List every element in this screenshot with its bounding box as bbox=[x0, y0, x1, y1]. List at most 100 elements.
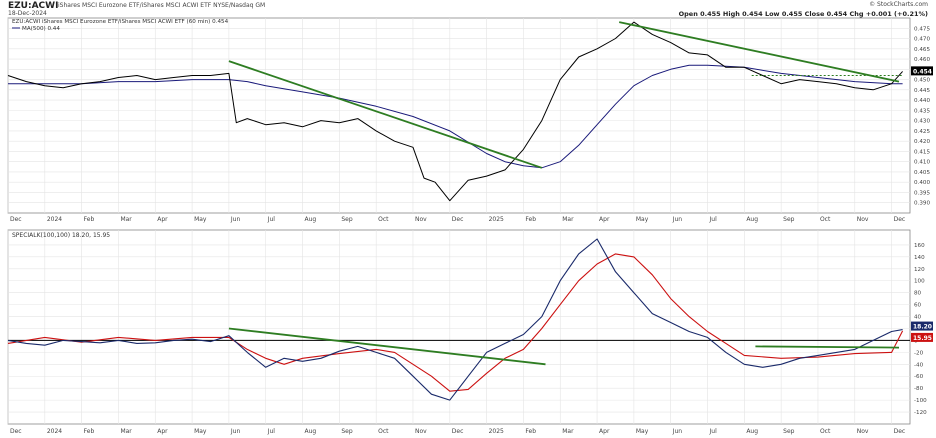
price-x-tick-label: Mar bbox=[120, 216, 132, 223]
ind-x-tick-label: Apr bbox=[599, 428, 610, 435]
price-x-tick-label: Nov bbox=[415, 216, 427, 223]
ind-x-tick-label: Aug bbox=[746, 428, 758, 435]
ma-500-line bbox=[8, 64, 903, 169]
price-y-tick-label: 0.410 bbox=[914, 160, 930, 166]
ind-x-tick-label: Aug bbox=[305, 428, 317, 435]
price-y-tick-label: 0.445 bbox=[914, 88, 930, 94]
price-x-tick-label: Oct bbox=[820, 216, 831, 223]
price-legend-ma: MA(500) 0.44 bbox=[22, 26, 60, 32]
ind-y-tick-label: 40 bbox=[914, 315, 922, 321]
price-current-label: 0.454 bbox=[913, 68, 932, 75]
price-x-tick-label: Oct bbox=[378, 216, 389, 223]
ind-x-tick-label: Sep bbox=[783, 428, 795, 435]
signal-current-label-bg bbox=[911, 332, 933, 342]
ind-y-tick-label: 120 bbox=[914, 267, 925, 273]
chart-description: iShares MSCI Eurozone ETF/iShares MSCI A… bbox=[58, 2, 266, 9]
price-x-tick-label: May bbox=[636, 216, 649, 223]
price-x-tick-label: Sep bbox=[341, 216, 353, 223]
ind-y-tick-label: 140 bbox=[914, 255, 925, 261]
price-y-tick-label: 0.470 bbox=[914, 37, 930, 43]
price-x-tick-label: Feb bbox=[84, 216, 95, 223]
chart-credit: © StockCharts.com bbox=[869, 1, 928, 8]
ind-x-tick-label: 2025 bbox=[489, 428, 504, 435]
price-trendline bbox=[228, 60, 543, 169]
ind-x-tick-label: Jul bbox=[267, 428, 276, 435]
price-x-tick-label: 2024 bbox=[47, 216, 62, 223]
price-y-tick-label: 0.440 bbox=[914, 98, 930, 104]
price-x-tick-label: Aug bbox=[305, 216, 317, 223]
ind-y-tick-label: 60 bbox=[914, 303, 922, 309]
ind-x-tick-label: Sep bbox=[341, 428, 353, 435]
price-y-tick-label: 0.415 bbox=[914, 149, 930, 155]
indicator-trendline bbox=[755, 345, 900, 349]
price-y-tick-label: 0.405 bbox=[914, 170, 930, 176]
price-x-tick-label: 2025 bbox=[489, 216, 504, 223]
ind-x-tick-label: Dec bbox=[10, 428, 22, 435]
price-y-tick-label: 0.460 bbox=[914, 57, 930, 63]
price-panel: Dec 2024 Feb Mar Apr May Jun Jul Aug Sep Oct Nov Dec… bbox=[7, 17, 933, 223]
price-x-tick-label: Nov bbox=[857, 216, 869, 223]
ind-x-tick-label: 2024 bbox=[47, 428, 62, 435]
ind-x-tick-label: Mar bbox=[120, 428, 132, 435]
ind-x-tick-label: Dec bbox=[452, 428, 464, 435]
ind-x-tick-label: Jun bbox=[672, 428, 683, 435]
price-y-tick-label: 0.400 bbox=[914, 180, 930, 186]
price-y-tick-label: 0.395 bbox=[914, 190, 930, 196]
indicator-panel: Dec 2024 Feb Mar Apr May Jun Jul Aug Sep Oct Nov Dec… bbox=[7, 229, 933, 435]
indicator-trendline bbox=[228, 327, 546, 366]
ind-x-tick-label: Oct bbox=[378, 428, 389, 435]
price-x-tick-label: Dec bbox=[452, 216, 464, 223]
ind-x-tick-label: Apr bbox=[157, 428, 168, 435]
price-y-tick-label: 0.465 bbox=[914, 47, 930, 53]
ind-y-tick-label: -80 bbox=[914, 386, 924, 392]
ind-x-tick-label: Oct bbox=[820, 428, 831, 435]
price-legend-series: EZU:ACWI iShares MSCI Eurozone ETF/iShar… bbox=[12, 19, 229, 25]
price-x-tick-label: Feb bbox=[525, 216, 536, 223]
chart-date: 18-Dec-2024 bbox=[8, 10, 47, 17]
price-y-tick-label: 0.420 bbox=[914, 139, 930, 145]
price-x-tick-label: Apr bbox=[599, 216, 610, 223]
ind-x-tick-label: Mar bbox=[562, 428, 574, 435]
special-k-line bbox=[7, 238, 903, 401]
price-x-tick-label: Mar bbox=[562, 216, 574, 223]
ind-x-tick-label: May bbox=[636, 428, 649, 435]
chart-symbol: EZU:ACWI bbox=[8, 1, 59, 11]
ind-y-tick-label: -40 bbox=[914, 362, 924, 368]
ohlc-readout: Open 0.455 High 0.454 Low 0.455 Close 0.… bbox=[678, 10, 928, 18]
price-y-tick-label: 0.450 bbox=[914, 78, 930, 84]
price-current-label-bg bbox=[911, 66, 933, 76]
ind-y-tick-label: -60 bbox=[914, 374, 924, 380]
price-y-tick-label: 0.430 bbox=[914, 119, 930, 125]
ind-y-tick-label: -20 bbox=[914, 350, 924, 356]
ind-x-tick-label: May bbox=[194, 428, 207, 435]
ind-x-tick-label: Jun bbox=[230, 428, 241, 435]
special-k-current-label: 18.20 bbox=[913, 324, 932, 331]
price-plot-frame bbox=[7, 17, 911, 214]
signal-line bbox=[7, 253, 904, 392]
price-y-tick-label: 0.425 bbox=[914, 129, 930, 135]
ind-y-tick-label: -100 bbox=[914, 398, 927, 404]
price-x-tick-label: Jun bbox=[230, 216, 241, 223]
signal-current-label: 15.95 bbox=[913, 335, 932, 342]
ind-x-tick-label: Jul bbox=[709, 428, 718, 435]
price-x-tick-label: Apr bbox=[157, 216, 168, 223]
price-y-tick-label: 0.390 bbox=[914, 201, 930, 207]
ind-y-tick-label: 160 bbox=[914, 243, 925, 249]
price-line bbox=[7, 21, 903, 202]
special-k-current-label-bg bbox=[911, 321, 933, 331]
price-x-tick-label: Sep bbox=[783, 216, 795, 223]
ind-x-tick-label: Nov bbox=[415, 428, 427, 435]
ind-x-tick-label: Dec bbox=[894, 428, 906, 435]
ind-y-tick-label: 100 bbox=[914, 279, 925, 285]
ind-y-tick-label: -120 bbox=[914, 410, 927, 416]
ind-plot-frame bbox=[7, 229, 911, 425]
price-x-tick-label: Jul bbox=[709, 216, 718, 223]
price-x-tick-label: Dec bbox=[10, 216, 22, 223]
price-x-tick-label: Jul bbox=[267, 216, 276, 223]
indicator-title: SPECIALK(100,100) 18.20, 15.95 bbox=[12, 232, 110, 239]
price-x-tick-label: May bbox=[194, 216, 207, 223]
price-y-tick-label: 0.435 bbox=[914, 108, 930, 114]
price-y-tick-label: 0.475 bbox=[914, 26, 930, 32]
price-x-tick-label: Jun bbox=[672, 216, 683, 223]
ind-y-tick-label: 80 bbox=[914, 291, 922, 297]
